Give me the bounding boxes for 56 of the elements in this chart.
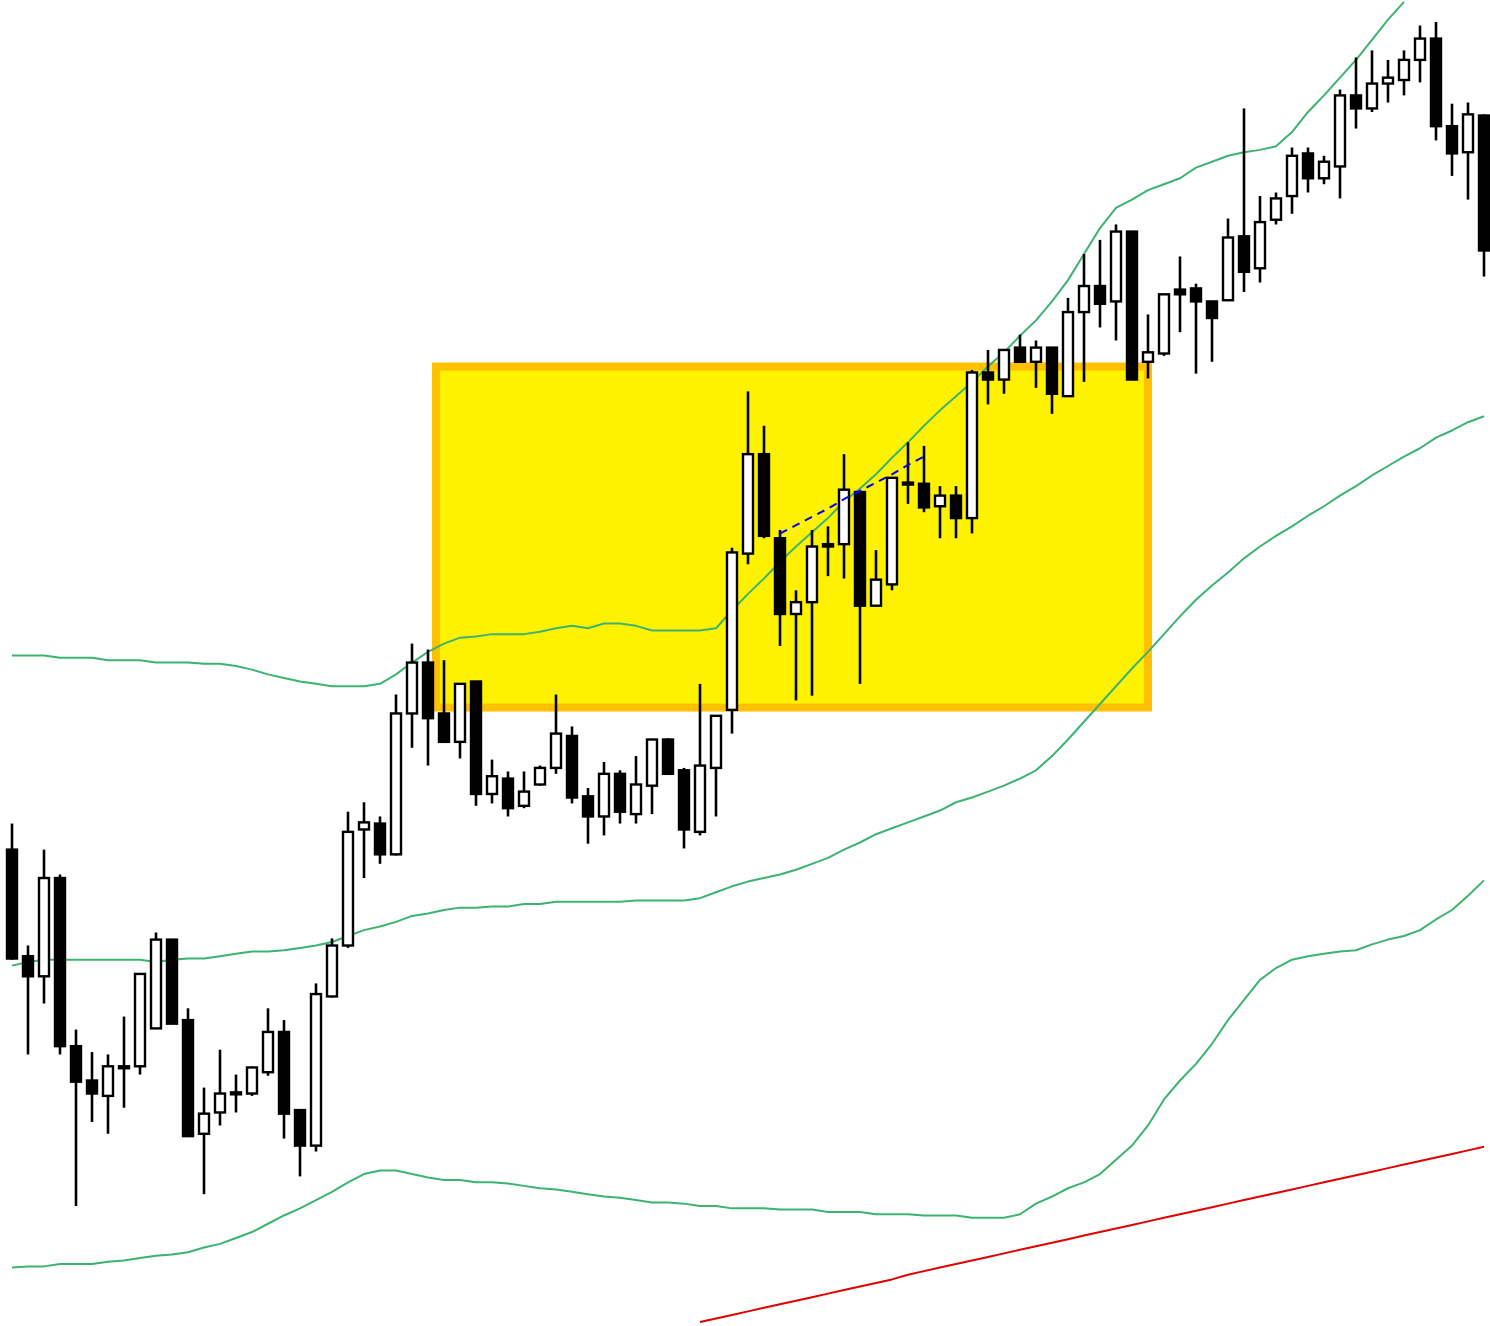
candlestick	[1381, 58, 1395, 104]
candlestick	[197, 1086, 211, 1196]
candlestick	[1093, 238, 1107, 329]
candlestick	[533, 764, 547, 787]
candlestick	[293, 1108, 307, 1178]
candlestick	[1253, 194, 1267, 284]
candlestick	[101, 1053, 115, 1136]
candlestick	[1269, 191, 1283, 226]
candlestick	[1461, 101, 1475, 201]
candlestick	[901, 441, 915, 506]
candlestick	[85, 1050, 99, 1124]
candlestick	[373, 815, 387, 866]
candlestick	[1397, 49, 1411, 97]
candlestick	[1173, 255, 1187, 334]
candlestick	[517, 770, 531, 810]
candlestick	[69, 1028, 83, 1208]
candlestick	[581, 786, 595, 845]
candlestick	[437, 658, 451, 744]
candlestick	[917, 444, 931, 514]
candlestick	[661, 737, 675, 776]
candlestick	[117, 1015, 131, 1110]
candlestick	[485, 758, 499, 805]
candlestick	[933, 484, 947, 540]
candlestick	[1077, 252, 1091, 384]
candlestick	[1285, 146, 1299, 216]
candlestick	[613, 768, 627, 825]
candlestick	[821, 525, 835, 578]
candlestick	[21, 944, 35, 1056]
candlestick	[1413, 24, 1427, 84]
candlestick	[1141, 313, 1155, 380]
candlestick	[549, 693, 563, 776]
candlestick	[261, 1006, 275, 1078]
candlestick	[1045, 346, 1059, 416]
candlestick	[213, 1048, 227, 1127]
candlestick	[1349, 56, 1363, 130]
candlestick	[949, 484, 963, 540]
candlestick	[645, 738, 659, 816]
candlestick	[501, 770, 515, 818]
candlestick	[597, 760, 611, 837]
candlestick	[997, 348, 1011, 396]
candlestick	[1013, 333, 1027, 364]
candlestick	[357, 800, 371, 880]
candlestick	[1189, 282, 1203, 375]
candlestick	[981, 348, 995, 406]
candlestick	[1237, 107, 1251, 294]
candlestick	[229, 1073, 243, 1114]
candlestick	[1205, 300, 1219, 364]
candlestick	[1365, 49, 1379, 114]
candlestick	[1301, 146, 1315, 194]
candlestick	[869, 548, 883, 608]
candlestick	[1445, 102, 1459, 178]
candlestick	[245, 1064, 259, 1098]
candlestick	[1029, 339, 1043, 390]
candlestick	[629, 754, 643, 825]
candlestick	[1317, 154, 1331, 186]
candlestick	[789, 589, 803, 702]
